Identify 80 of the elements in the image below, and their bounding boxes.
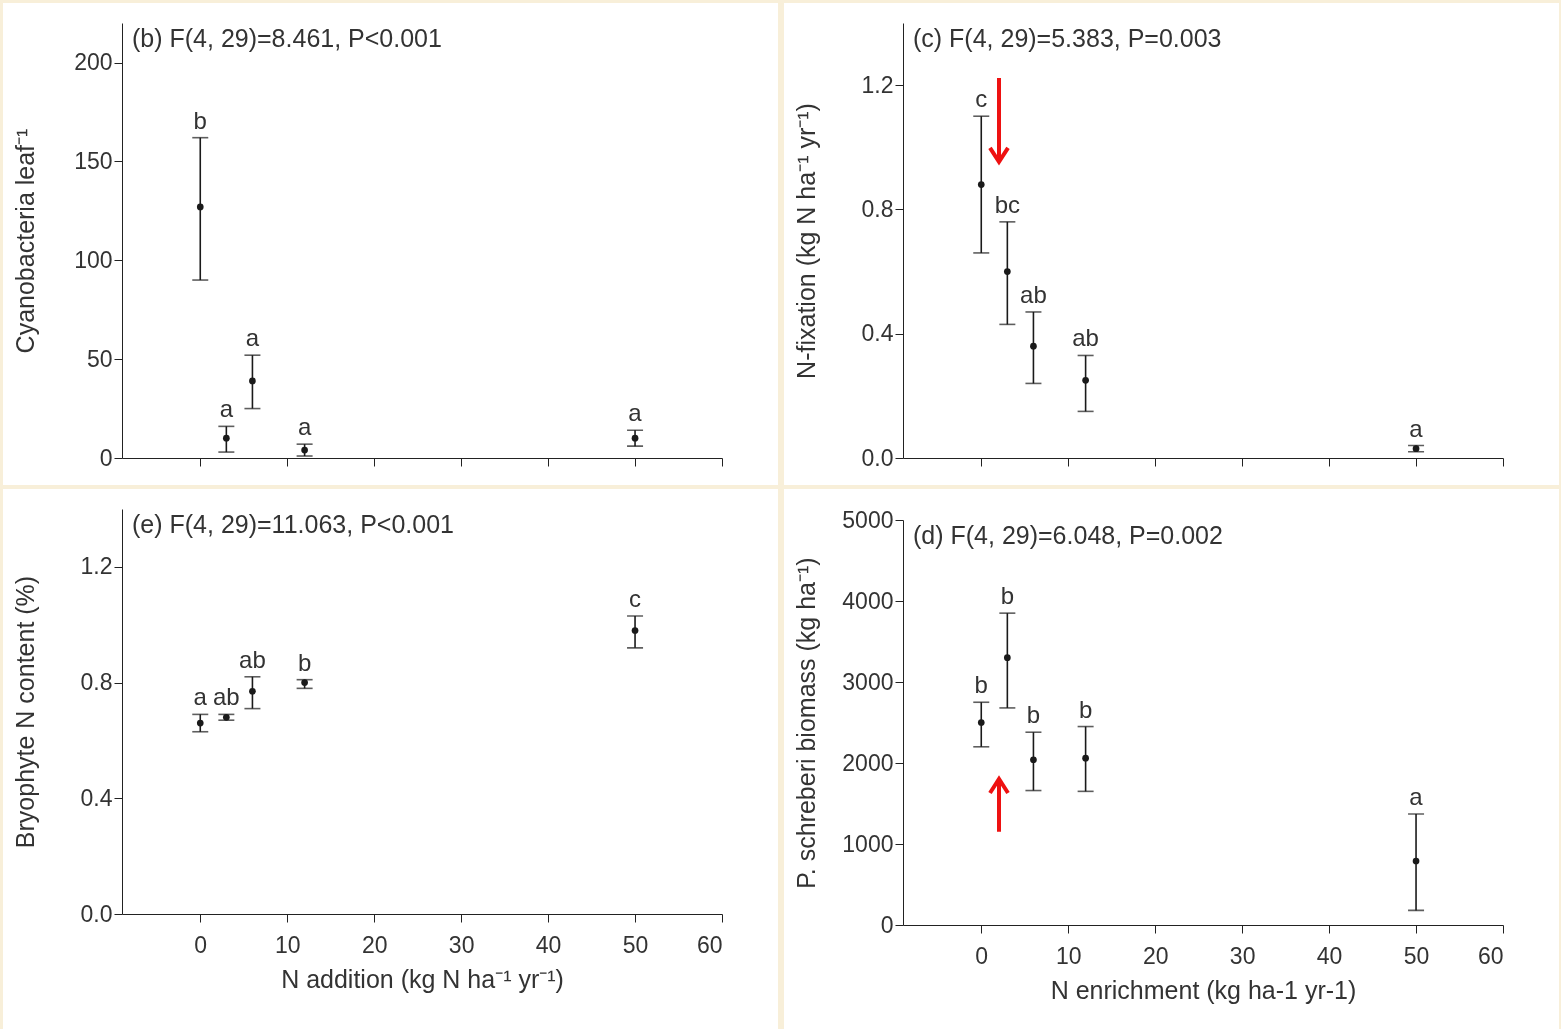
point — [249, 687, 256, 695]
point — [249, 377, 256, 385]
x-tick-label: 10 — [1055, 942, 1082, 969]
y-axis-title: P. schreberi biomass (kg ha⁻¹) — [791, 557, 820, 889]
annotation: ab — [213, 683, 240, 711]
y-tick-label: 0.0 — [861, 444, 894, 471]
point — [977, 181, 985, 188]
x-tick-label: 20 — [1142, 942, 1169, 969]
annotation: a — [219, 395, 234, 423]
y-tick-label: 50 — [86, 345, 113, 372]
x-tick-label: 40 — [535, 931, 562, 958]
x-tick-label: 60 — [1477, 942, 1504, 969]
chart-title: (b) F(4, 29)=8.461, P<0.001 — [132, 24, 442, 52]
point — [1030, 342, 1037, 350]
x-tick-label: 40 — [1316, 942, 1343, 969]
x-tick-label: 30 — [448, 931, 475, 958]
x-tick-label: 50 — [1403, 942, 1430, 969]
annotation: b — [1078, 695, 1093, 723]
annotation: c — [975, 85, 988, 113]
x-tick-label: 60 — [696, 931, 723, 958]
annotation: b — [1026, 701, 1041, 729]
y-tick-label: 3000 — [842, 668, 894, 695]
y-tick-label: 1.2 — [80, 553, 113, 580]
point — [631, 627, 639, 634]
y-tick-label: 0 — [880, 911, 894, 938]
annotation: b — [974, 671, 988, 699]
chart-title: (d) F(4, 29)=6.048, P=0.002 — [913, 521, 1223, 549]
point — [1030, 756, 1037, 764]
annotation: b — [193, 106, 207, 134]
y-tick-label: 0.4 — [80, 784, 113, 811]
y-axis-title: N-fixation (kg N ha⁻¹ yr⁻¹) — [791, 103, 820, 379]
annotation: ab — [1072, 324, 1099, 352]
y-tick-label: 4000 — [842, 587, 894, 614]
x-axis-title: N enrichment (kg ha-1 yr-1) — [1050, 975, 1357, 1004]
y-tick-label: 0.8 — [80, 669, 113, 696]
point — [301, 679, 308, 686]
annotation: a — [245, 324, 260, 352]
y-tick-label: 1.2 — [861, 71, 894, 98]
point — [1003, 268, 1011, 275]
y-tick-label: 2000 — [842, 749, 894, 776]
y-tick-label: 150 — [74, 147, 113, 174]
point — [196, 203, 204, 211]
annotation: bc — [994, 190, 1021, 218]
annotation: ab — [239, 645, 266, 673]
x-tick-label: 0 — [194, 931, 208, 958]
y-tick-label: 5000 — [842, 506, 894, 533]
point — [631, 434, 639, 442]
annotation: c — [629, 585, 642, 613]
x-tick-label: 10 — [274, 931, 301, 958]
annotation: a — [1409, 783, 1424, 811]
point — [977, 719, 985, 726]
annotation: a — [297, 413, 312, 441]
annotation: b — [1000, 582, 1015, 610]
y-tick-label: 200 — [74, 49, 113, 76]
annotation: ab — [1020, 280, 1047, 308]
chart-title: (c) F(4, 29)=5.383, P=0.003 — [913, 24, 1222, 52]
x-axis-title: N addition (kg N ha⁻¹ yr⁻¹) — [281, 964, 564, 993]
y-tick-label: 100 — [74, 246, 113, 273]
annotation: a — [193, 683, 208, 711]
point — [1082, 376, 1089, 384]
x-tick-label: 30 — [1229, 942, 1256, 969]
y-tick-label: 1000 — [842, 830, 894, 857]
x-tick-label: 20 — [361, 931, 388, 958]
point — [196, 719, 204, 727]
x-tick-label: 50 — [622, 931, 649, 958]
x-tick-label: 0 — [975, 942, 989, 969]
y-tick-label: 0.8 — [861, 195, 894, 222]
annotation: a — [628, 399, 643, 427]
chart-title: (e) F(4, 29)=11.063, P<0.001 — [132, 510, 454, 538]
point — [1082, 754, 1089, 762]
y-tick-label: 0 — [99, 444, 113, 471]
y-axis-title: Cyanobacteria leaf⁻¹ — [10, 128, 39, 354]
y-tick-label: 0.0 — [80, 900, 113, 927]
annotation: b — [297, 648, 312, 676]
y-axis-title: Bryophyte N content (%) — [10, 575, 39, 849]
point — [222, 434, 230, 442]
point — [1003, 654, 1011, 662]
point — [1412, 857, 1420, 865]
annotation: a — [1409, 414, 1424, 442]
y-tick-label: 0.4 — [861, 320, 894, 347]
